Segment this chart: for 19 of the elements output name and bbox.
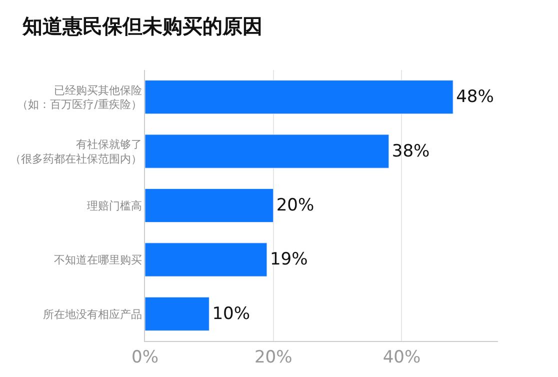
chart-title: 知道惠民保但未购买的原因 bbox=[21, 14, 262, 38]
data-label: 48% bbox=[456, 87, 494, 108]
data-label: 20% bbox=[276, 196, 314, 216]
y-tick-label: 已经购买其他保险（如：百万医疗/重疾险） bbox=[17, 84, 142, 112]
data-label: 38% bbox=[392, 141, 430, 162]
y-tick-label: 有社保就够了（很多药都在社保范围内） bbox=[10, 138, 142, 166]
bar bbox=[145, 188, 274, 223]
x-tick-label: 40% bbox=[382, 347, 421, 368]
bar bbox=[145, 242, 268, 277]
bar bbox=[145, 296, 210, 331]
y-tick-label: 不知道在哪里购买 bbox=[54, 254, 142, 267]
data-label: 10% bbox=[212, 304, 250, 324]
x-tick-label: 0% bbox=[132, 347, 158, 368]
y-tick-label: 所在地没有相应产品 bbox=[42, 308, 142, 321]
y-tick-label: 理赔门槛高 bbox=[86, 199, 142, 212]
x-tick-label: 20% bbox=[254, 347, 292, 368]
bar bbox=[145, 80, 454, 114]
bar bbox=[145, 134, 390, 168]
data-label: 19% bbox=[270, 250, 308, 270]
